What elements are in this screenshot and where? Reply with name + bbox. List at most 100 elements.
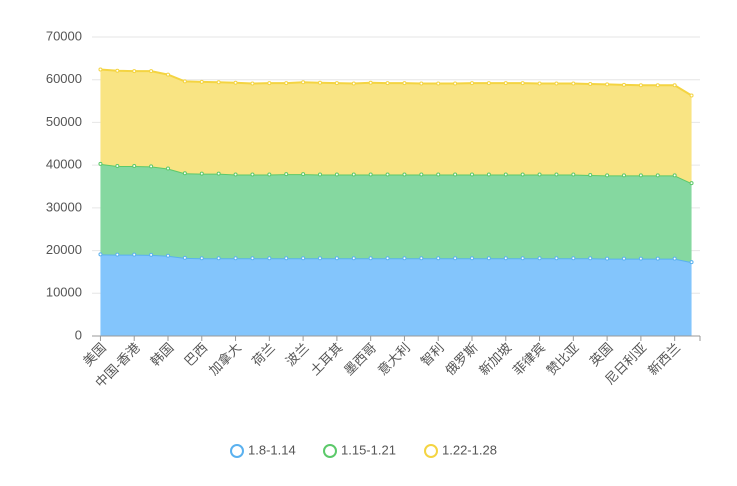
point (233, 256, 238, 261)
legend-label: 1.22-1.28 (442, 442, 497, 457)
point (301, 256, 306, 261)
y-tick-label: 30000 (46, 199, 82, 214)
point (520, 81, 525, 86)
point (284, 256, 289, 261)
y-tick-label: 10000 (46, 285, 82, 300)
point (132, 163, 137, 168)
point (470, 81, 474, 86)
point (267, 81, 272, 86)
point (689, 260, 694, 265)
point (267, 256, 272, 261)
point (554, 256, 559, 261)
line (100, 68, 693, 97)
x-tick-label: 波兰 (283, 340, 312, 369)
y-tick-label: 50000 (46, 114, 82, 129)
point (149, 164, 154, 169)
point (166, 166, 170, 171)
point (98, 252, 103, 257)
point (689, 93, 694, 98)
x-tick-label: 赞比亚 (544, 340, 582, 378)
point (216, 256, 221, 261)
point (588, 81, 593, 86)
point (672, 83, 677, 88)
point (419, 81, 424, 86)
point (672, 256, 677, 261)
point (537, 172, 542, 177)
point (98, 161, 103, 166)
point (233, 172, 238, 177)
x-tick-label: 新西兰 (645, 340, 683, 378)
point (588, 172, 593, 177)
point (216, 171, 221, 176)
point (115, 68, 120, 73)
y-tick-label: 20000 (46, 242, 82, 257)
point (486, 81, 491, 86)
point (554, 172, 559, 177)
point (115, 252, 120, 257)
point (318, 172, 322, 177)
point (605, 256, 610, 261)
point (334, 81, 339, 86)
x-tick-label: 韩国 (148, 340, 177, 369)
point (368, 80, 373, 85)
point (351, 256, 356, 261)
x-tick-label: 土耳其 (307, 340, 345, 378)
legend-label: 1.15-1.21 (341, 442, 396, 457)
point (98, 67, 103, 72)
point (149, 252, 154, 257)
point (419, 256, 424, 261)
point (571, 172, 576, 177)
x-tick-label: 荷兰 (249, 340, 278, 369)
point (216, 80, 221, 85)
point (402, 81, 407, 86)
point (470, 172, 474, 177)
point (351, 172, 356, 177)
point (351, 81, 356, 86)
point (655, 173, 660, 178)
y-tick-label: 70000 (46, 28, 82, 43)
point (436, 256, 441, 261)
point (486, 172, 491, 177)
x-tick-label: 墨西哥 (341, 340, 379, 378)
x-tick-label: 巴西 (181, 340, 210, 369)
area (100, 163, 692, 263)
point (503, 256, 508, 261)
point (655, 256, 660, 261)
x-tick-label: 新加坡 (476, 340, 514, 378)
x-tick-label: 俄罗斯 (442, 340, 480, 378)
point (571, 81, 576, 86)
point (453, 256, 458, 261)
point (250, 172, 255, 177)
point (605, 173, 610, 178)
point (284, 172, 289, 177)
point (182, 255, 187, 260)
point (672, 173, 677, 178)
point (318, 256, 322, 261)
point (385, 81, 390, 86)
point (453, 81, 458, 86)
point (622, 82, 626, 87)
point (132, 69, 137, 74)
point (638, 83, 643, 88)
point (520, 172, 525, 177)
point (486, 256, 491, 261)
point (199, 256, 204, 261)
point (368, 172, 373, 177)
point (301, 80, 306, 85)
x-tick-label: 智利 (418, 340, 447, 369)
point (182, 171, 187, 176)
x-tick-label: 美国 (80, 340, 109, 369)
point (182, 79, 187, 84)
x-tick-label: 英国 (587, 340, 616, 369)
point (199, 171, 204, 176)
point (503, 81, 508, 86)
point (605, 82, 610, 87)
point (470, 256, 474, 261)
point (368, 256, 373, 261)
point (537, 81, 542, 86)
point (385, 256, 390, 261)
point (132, 252, 137, 257)
area (100, 254, 692, 336)
legend-marker (323, 444, 337, 458)
